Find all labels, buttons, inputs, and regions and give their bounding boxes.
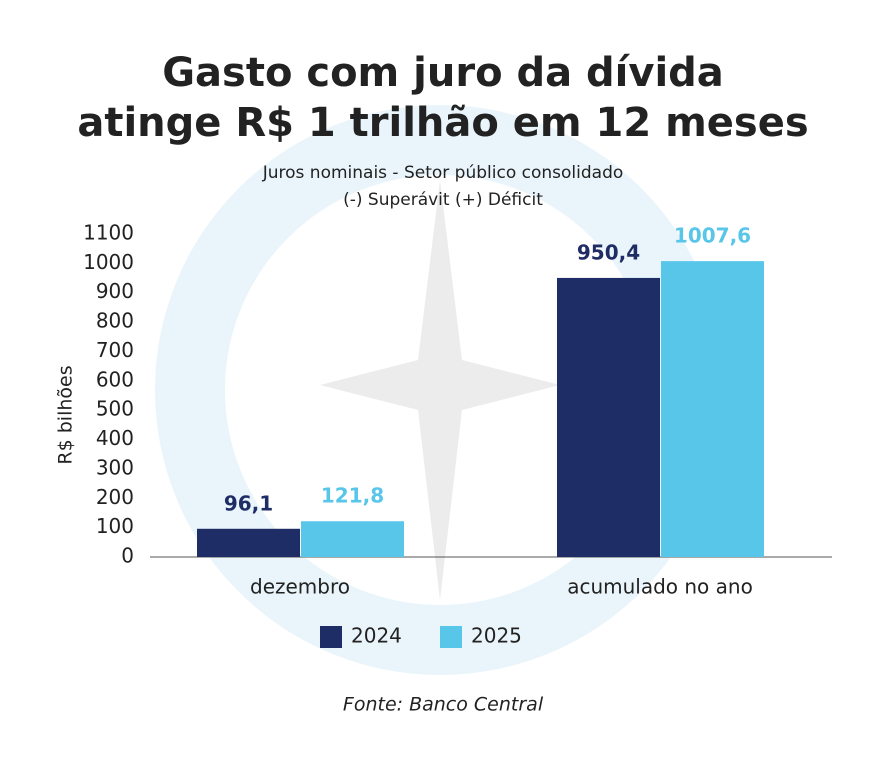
y-tick-label: 700 xyxy=(96,338,134,362)
y-tick-label: 300 xyxy=(96,455,134,479)
bar xyxy=(661,261,764,557)
y-tick-label: 500 xyxy=(96,397,134,421)
bar xyxy=(197,528,300,557)
value-label: 950,4 xyxy=(577,240,640,264)
legend-label: 2025 xyxy=(471,624,522,648)
y-axis-label: R$ bilhões xyxy=(55,365,77,464)
y-tick-label: 600 xyxy=(96,367,134,391)
watermark-star xyxy=(320,180,560,600)
y-tick-label: 900 xyxy=(96,279,134,303)
y-tick-label: 100 xyxy=(96,514,134,538)
bar xyxy=(301,521,404,557)
chart-title: atinge R$ 1 trilhão em 12 meses xyxy=(77,100,808,146)
y-tick-label: 400 xyxy=(96,426,134,450)
legend-swatch xyxy=(440,626,462,648)
source: Fonte: Banco Central xyxy=(343,694,544,716)
chart-title: Gasto com juro da dívida xyxy=(162,50,724,96)
y-tick-label: 1100 xyxy=(83,221,134,245)
legend-label: 2024 xyxy=(351,624,402,648)
y-tick-label: 1000 xyxy=(83,250,134,274)
value-label: 121,8 xyxy=(321,484,384,508)
value-label: 96,1 xyxy=(224,491,273,515)
x-tick-label: dezembro xyxy=(250,575,350,599)
y-tick-label: 200 xyxy=(96,485,134,509)
chart-subtitle: (-) Superávit (+) Déficit xyxy=(343,190,543,210)
y-tick-label: 800 xyxy=(96,309,134,333)
legend-swatch xyxy=(320,626,342,648)
chart-subtitle: Juros nominais - Setor público consolida… xyxy=(262,163,624,183)
y-tick-label: 0 xyxy=(121,544,134,568)
value-label: 1007,6 xyxy=(674,224,751,248)
bar xyxy=(557,277,660,557)
x-tick-label: acumulado no ano xyxy=(567,575,753,599)
